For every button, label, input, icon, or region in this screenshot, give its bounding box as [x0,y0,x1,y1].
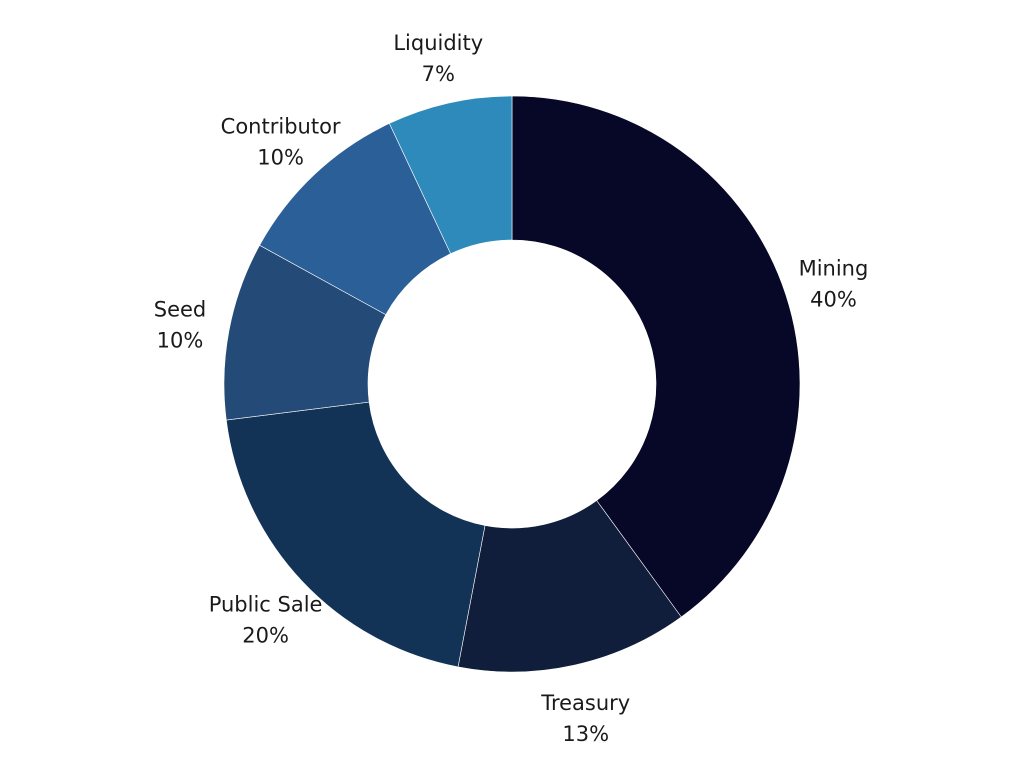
slice-treasury [457,500,682,673]
labels-group: Mining 40% Treasury 13% Public Sale 20% Seed 10… [154,31,869,746]
label-value-public-sale: 20% [242,623,289,647]
slice-liquidity [388,95,513,255]
label-public-sale: Public Sale 20% [209,592,323,647]
label-value-mining: 40% [810,288,857,312]
label-value-contributor: 10% [257,146,304,170]
label-name-contributor: Contributor [221,115,341,139]
slice-public-sale [225,401,486,668]
label-treasury: Treasury 13% [540,691,630,746]
slice-mining [511,95,801,618]
label-name-treasury: Treasury [540,691,630,715]
label-name-liquidity: Liquidity [393,31,483,55]
label-value-liquidity: 7% [422,62,455,86]
slices-group [223,95,801,673]
label-name-mining: Mining [799,257,869,281]
label-mining: Mining 40% [799,257,869,312]
label-name-public-sale: Public Sale [209,592,323,616]
label-value-seed: 10% [157,329,204,353]
label-value-treasury: 13% [562,722,609,746]
label-seed: Seed 10% [154,298,207,353]
label-name-seed: Seed [154,298,207,322]
label-liquidity: Liquidity 7% [393,31,483,86]
label-contributor: Contributor 10% [221,115,341,170]
